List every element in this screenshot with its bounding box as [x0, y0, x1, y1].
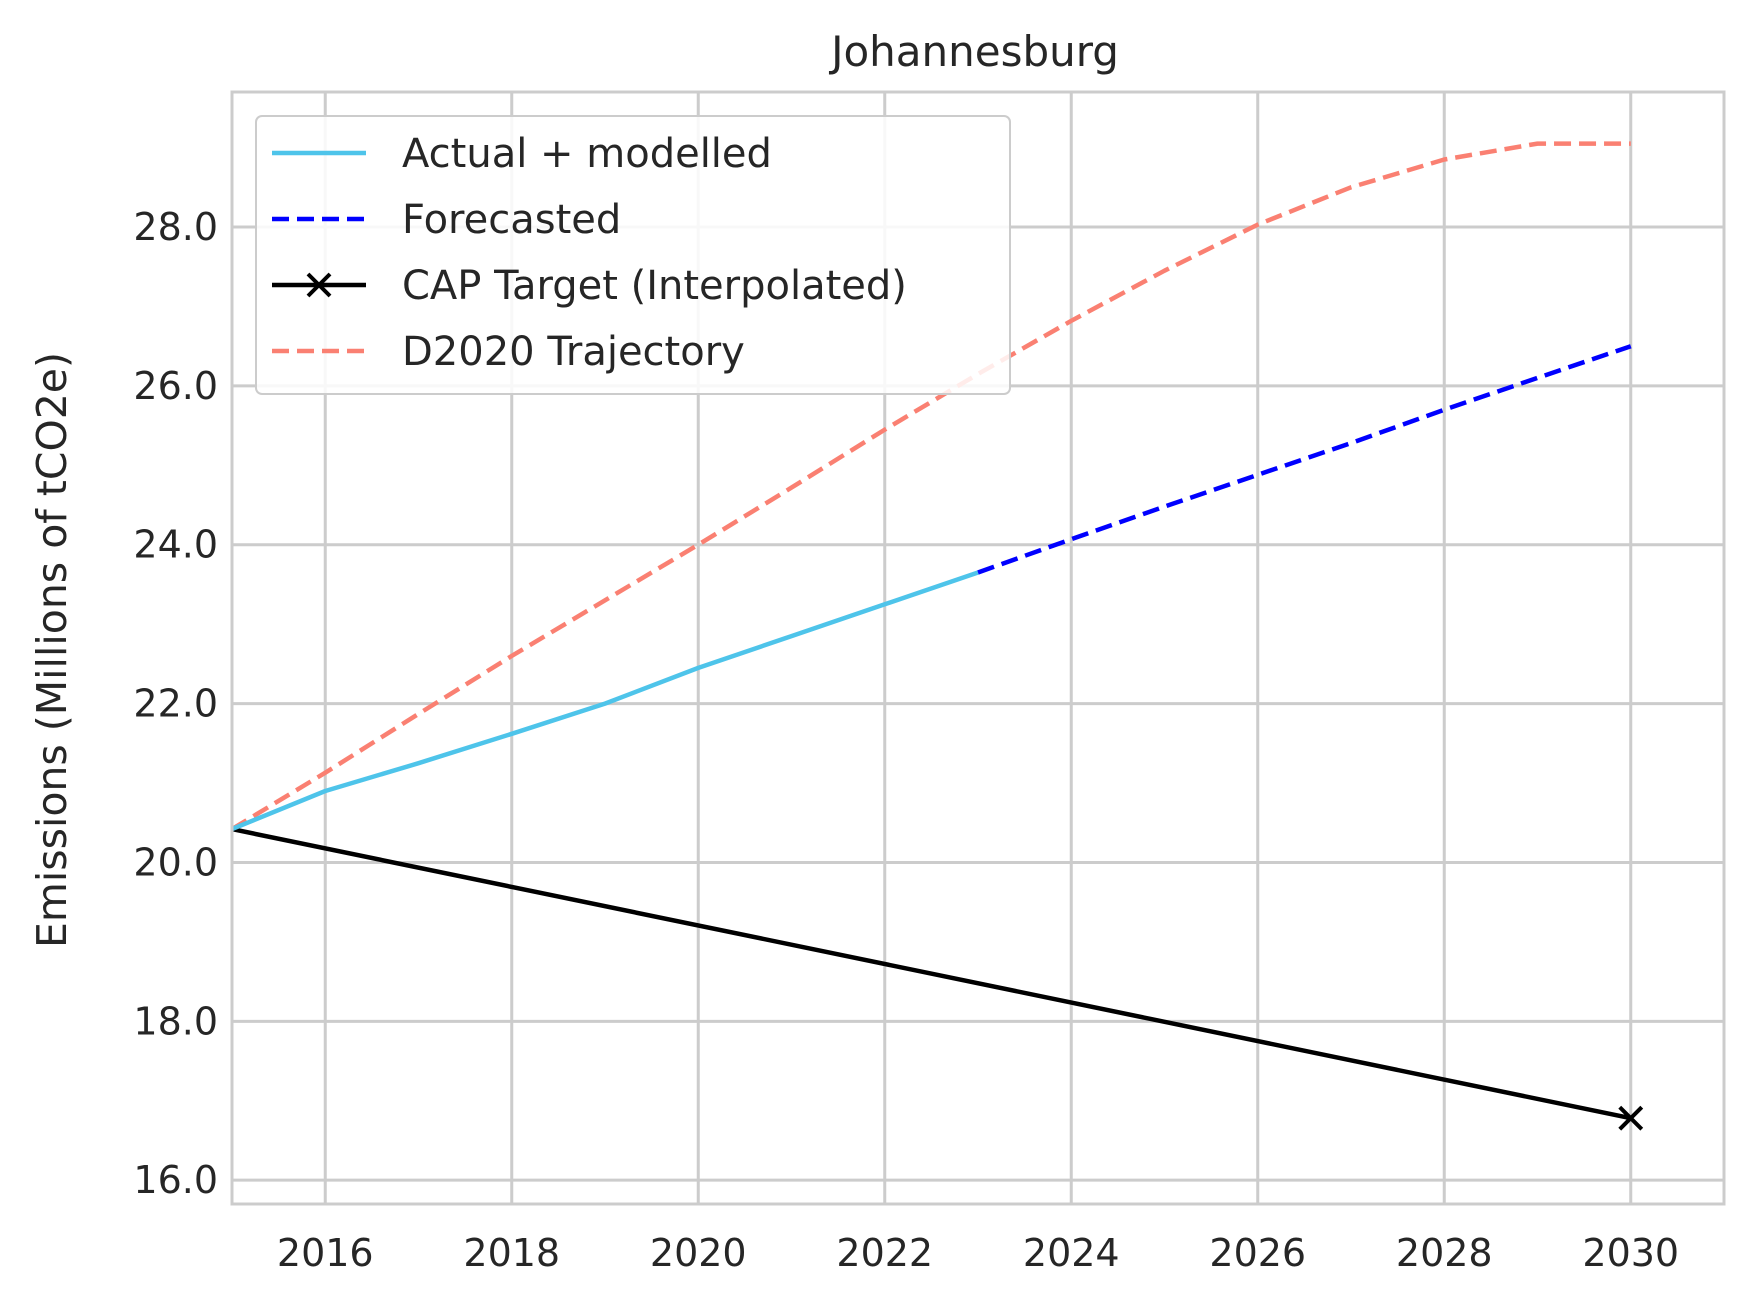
series-lines: [230, 141, 1644, 1131]
y-axis-label: Emissions (Millions of tCO2e): [28, 352, 76, 948]
legend: Actual + modelled Forecasted CAP Target (I…: [255, 115, 1011, 395]
x-tick-label: 2022: [836, 1231, 933, 1275]
plot-frame: [230, 90, 1726, 1206]
y-tick-label: 26.0: [133, 364, 218, 408]
x-tick-label: 2020: [650, 1231, 747, 1275]
series-line-0: [231, 570, 979, 832]
chart-title: Johannesburg: [828, 27, 1119, 76]
series-line-2: [231, 826, 1632, 1121]
y-tick-label: 16.0: [133, 1158, 218, 1202]
y-tick-label: 18.0: [133, 999, 218, 1043]
legend-box: [255, 115, 1011, 395]
legend-marker: [306, 272, 332, 298]
y-tick-label: 22.0: [133, 682, 218, 726]
x-tick-label: 2026: [1209, 1231, 1306, 1275]
tick-labels: 2016 2018 2020 2022 2024 2026 2028 2030 16.0 18.0…: [133, 205, 1679, 1275]
series-line-1: [977, 344, 1632, 575]
legend-label: CAP Target (Interpolated): [402, 263, 907, 309]
cap-target-marker: [1618, 1105, 1644, 1131]
legend-label: D2020 Trajectory: [402, 329, 745, 375]
legend-label: Forecasted: [402, 197, 621, 243]
legend-label: Actual + modelled: [402, 131, 772, 177]
x-tick-label: 2018: [463, 1231, 560, 1275]
x-tick-label: 2016: [277, 1231, 374, 1275]
y-tick-label: 28.0: [133, 205, 218, 249]
y-tick-label: 24.0: [133, 523, 218, 567]
x-tick-label: 2030: [1582, 1231, 1679, 1275]
x-tick-label: 2028: [1396, 1231, 1493, 1275]
y-tick-label: 20.0: [133, 840, 218, 884]
x-tick-label: 2024: [1023, 1231, 1120, 1275]
series-line-3: [230, 141, 1631, 832]
